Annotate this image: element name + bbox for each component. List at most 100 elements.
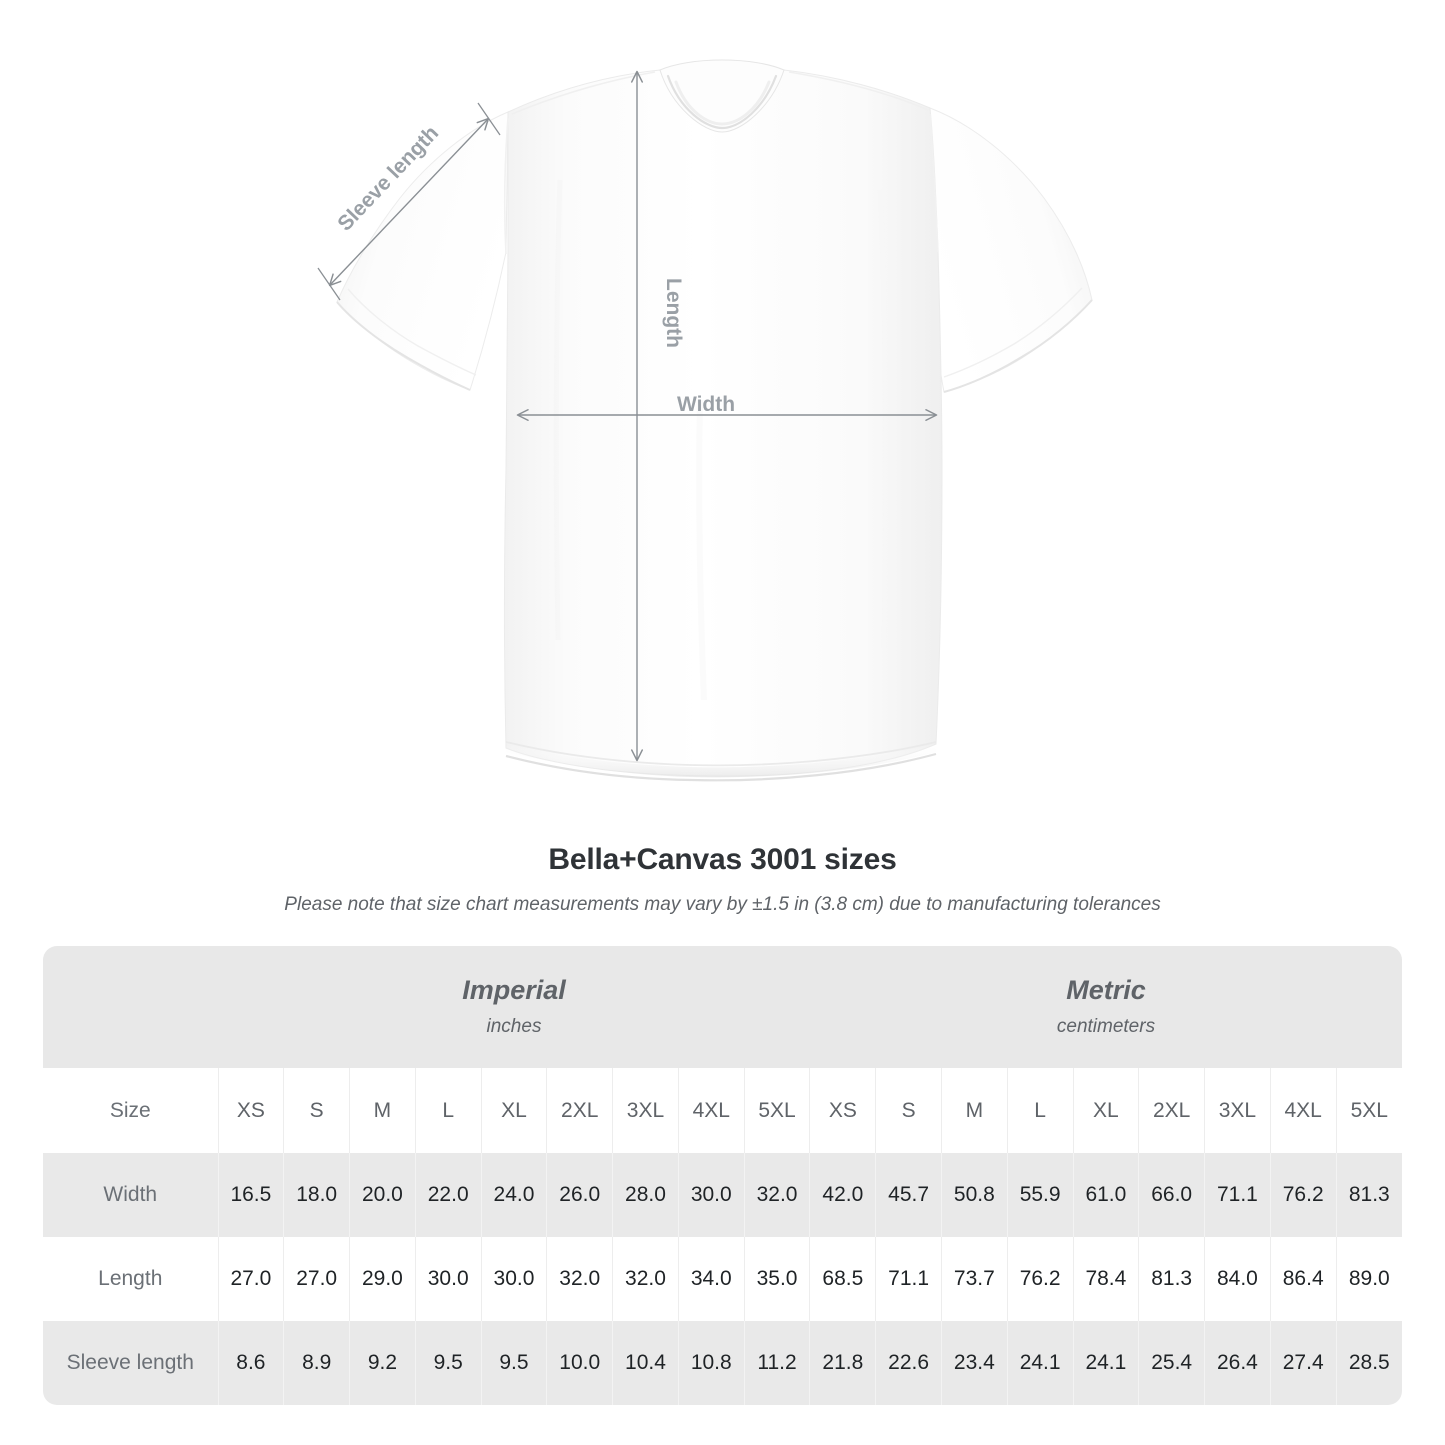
cell-length-imperial-l: 30.0 (414, 1237, 482, 1321)
cell-width-imperial-3xl: 28.0 (612, 1153, 679, 1237)
cell-length-metric-4xl: 86.4 (1269, 1237, 1337, 1321)
cell-length-imperial-4xl: 34.0 (677, 1237, 745, 1321)
cell-sleeve-imperial-5xl: 11.2 (743, 1321, 810, 1405)
cell-width-metric-2xl: 66.0 (1138, 1153, 1205, 1237)
unit-imperial-sub: inches (486, 1015, 542, 1037)
unit-imperial-name: Imperial (462, 975, 566, 1006)
cell-sleeve-metric-m: 23.4 (940, 1321, 1008, 1405)
cell-length-metric-xl: 78.4 (1072, 1237, 1139, 1321)
table-row: Length 27.0 27.0 29.0 30.0 30.0 32.0 32.… (43, 1237, 1402, 1321)
size-col-imperial-m: M (349, 1068, 416, 1153)
cell-width-imperial-4xl: 30.0 (677, 1153, 745, 1237)
cell-length-imperial-5xl: 35.0 (743, 1237, 810, 1321)
cell-width-metric-m: 50.8 (940, 1153, 1008, 1237)
cell-width-imperial-5xl: 32.0 (743, 1153, 810, 1237)
size-col-imperial-5xl: 5XL (743, 1068, 810, 1153)
cell-sleeve-imperial-xs: 8.6 (217, 1321, 284, 1405)
cell-width-imperial-xl: 24.0 (480, 1153, 547, 1237)
cell-width-metric-l: 55.9 (1006, 1153, 1074, 1237)
cell-length-metric-3xl: 84.0 (1204, 1237, 1271, 1321)
cell-width-imperial-m: 20.0 (349, 1153, 416, 1237)
cell-length-metric-xs: 68.5 (809, 1237, 876, 1321)
cell-sleeve-imperial-s: 8.9 (283, 1321, 350, 1405)
cell-width-imperial-2xl: 26.0 (546, 1153, 613, 1237)
cell-sleeve-metric-l: 24.1 (1006, 1321, 1074, 1405)
cell-length-metric-s: 71.1 (875, 1237, 942, 1321)
cell-sleeve-metric-s: 22.6 (875, 1321, 942, 1405)
size-chart-table: Imperial inches Metric centimeters Size … (43, 946, 1402, 1405)
width-label: Width (677, 393, 735, 416)
cell-width-imperial-l: 22.0 (414, 1153, 482, 1237)
cell-length-imperial-m: 29.0 (349, 1237, 416, 1321)
row-header-size: Size (43, 1068, 219, 1153)
unit-group-metric: Metric centimeters (809, 946, 1402, 1068)
tshirt-measurement-diagram: Sleeve length Length Width (317, 59, 1093, 782)
cell-sleeve-imperial-3xl: 10.4 (612, 1321, 679, 1405)
cell-length-imperial-2xl: 32.0 (546, 1237, 613, 1321)
cell-width-metric-xl: 61.0 (1072, 1153, 1139, 1237)
cell-sleeve-imperial-l: 9.5 (414, 1321, 482, 1405)
cell-length-metric-5xl: 89.0 (1335, 1237, 1402, 1321)
cell-length-metric-m: 73.7 (940, 1237, 1008, 1321)
cell-width-metric-5xl: 81.3 (1335, 1153, 1402, 1237)
tshirt-illustration (336, 59, 1093, 782)
size-col-metric-s: S (875, 1068, 942, 1153)
sleeve-arrow-line (328, 117, 490, 287)
unit-metric-name: Metric (1066, 975, 1146, 1006)
size-col-metric-3xl: 3XL (1204, 1068, 1271, 1153)
cell-length-metric-2xl: 81.3 (1138, 1237, 1205, 1321)
size-col-metric-xs: XS (809, 1068, 876, 1153)
cell-sleeve-metric-5xl: 28.5 (1335, 1321, 1402, 1405)
cell-length-imperial-3xl: 32.0 (612, 1237, 679, 1321)
cell-sleeve-imperial-2xl: 10.0 (546, 1321, 613, 1405)
cell-sleeve-imperial-m: 9.2 (349, 1321, 416, 1405)
size-col-imperial-2xl: 2XL (546, 1068, 613, 1153)
size-col-metric-2xl: 2XL (1138, 1068, 1205, 1153)
cell-sleeve-metric-xs: 21.8 (809, 1321, 876, 1405)
sleeve-tick-bottom (317, 267, 341, 301)
size-col-imperial-xs: XS (217, 1068, 284, 1153)
cell-width-metric-3xl: 71.1 (1204, 1153, 1271, 1237)
cell-width-metric-xs: 42.0 (809, 1153, 876, 1237)
cell-length-imperial-xl: 30.0 (480, 1237, 547, 1321)
size-col-imperial-4xl: 4XL (677, 1068, 745, 1153)
unit-banner-spacer (43, 946, 219, 1068)
unit-group-imperial: Imperial inches (218, 946, 810, 1068)
size-header-row: Size XS S M L XL 2XL 3XL 4XL 5XL XS S M … (43, 1068, 1402, 1153)
row-label-length: Length (43, 1237, 219, 1321)
length-label: Length (662, 278, 685, 348)
tolerance-note: Please note that size chart measurements… (284, 894, 1161, 915)
cell-length-imperial-s: 27.0 (283, 1237, 350, 1321)
cell-width-imperial-xs: 16.5 (217, 1153, 284, 1237)
table-row: Width 16.5 18.0 20.0 22.0 24.0 26.0 28.0… (43, 1153, 1402, 1237)
size-col-metric-l: L (1006, 1068, 1074, 1153)
row-label-width: Width (43, 1153, 219, 1237)
size-col-metric-m: M (940, 1068, 1008, 1153)
page-title: Bella+Canvas 3001 sizes (548, 843, 897, 876)
cell-sleeve-metric-4xl: 27.4 (1269, 1321, 1337, 1405)
size-col-imperial-3xl: 3XL (612, 1068, 679, 1153)
chart-heading-block: Bella+Canvas 3001 sizes Please note that… (0, 843, 1445, 916)
cell-sleeve-imperial-4xl: 10.8 (677, 1321, 745, 1405)
unit-banner-row: Imperial inches Metric centimeters (43, 946, 1402, 1068)
size-col-imperial-s: S (283, 1068, 350, 1153)
cell-sleeve-metric-xl: 24.1 (1072, 1321, 1139, 1405)
cell-sleeve-imperial-xl: 9.5 (480, 1321, 547, 1405)
cell-width-imperial-s: 18.0 (283, 1153, 350, 1237)
cell-width-metric-s: 45.7 (875, 1153, 942, 1237)
cell-length-metric-l: 76.2 (1006, 1237, 1074, 1321)
size-col-metric-xl: XL (1072, 1068, 1139, 1153)
cell-sleeve-metric-3xl: 26.4 (1204, 1321, 1271, 1405)
unit-metric-sub: centimeters (1056, 1015, 1156, 1037)
width-dimension: Width (516, 393, 938, 421)
table-row: Sleeve length 8.6 8.9 9.2 9.5 9.5 10.0 1… (43, 1321, 1402, 1405)
size-col-imperial-xl: XL (480, 1068, 547, 1153)
cell-width-metric-4xl: 76.2 (1269, 1153, 1337, 1237)
size-table-container: Imperial inches Metric centimeters Size … (43, 946, 1402, 1405)
size-col-imperial-l: L (414, 1068, 482, 1153)
cell-length-imperial-xs: 27.0 (217, 1237, 284, 1321)
row-label-sleeve-length: Sleeve length (43, 1321, 219, 1405)
size-col-metric-5xl: 5XL (1335, 1068, 1402, 1153)
size-col-metric-4xl: 4XL (1269, 1068, 1337, 1153)
